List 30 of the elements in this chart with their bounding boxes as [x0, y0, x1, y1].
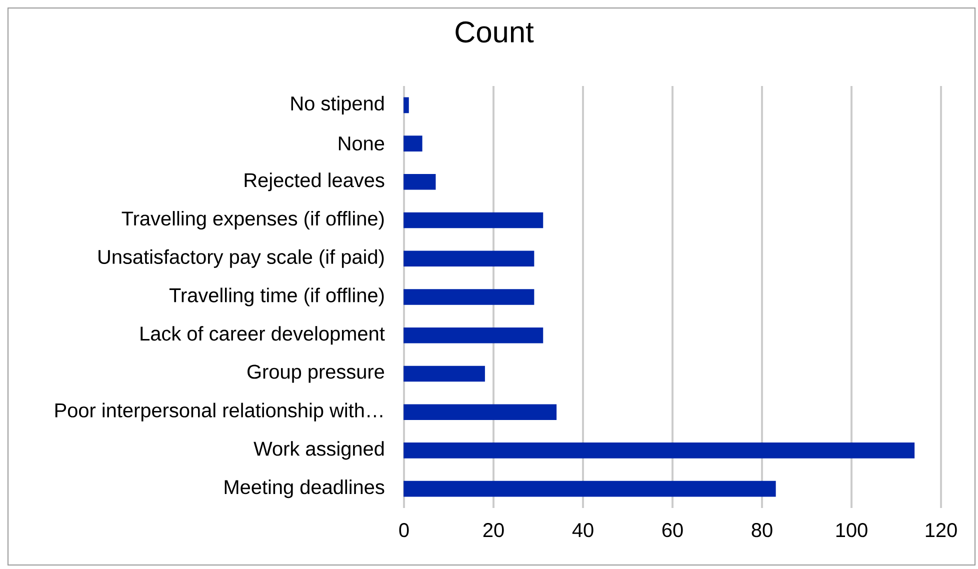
- y-tick-label: None: [338, 136, 384, 150]
- y-tick-label: Lack of career development: [140, 326, 385, 345]
- bar: [404, 480, 776, 497]
- bar: [404, 97, 409, 114]
- x-tick-label: 40: [572, 523, 594, 538]
- bar: [404, 442, 915, 458]
- x-tick-label: 100: [836, 523, 868, 538]
- y-tick-label: Group pressure: [248, 364, 384, 383]
- y-tick-label: Travelling expenses (if offline): [122, 210, 384, 230]
- y-tick-label: Poor interpersonal relationship with…: [55, 402, 382, 422]
- bar: [404, 366, 485, 382]
- bar: [404, 136, 422, 152]
- x-tick-label: 80: [752, 523, 772, 538]
- y-tick-label: Meeting deadlines: [224, 480, 384, 498]
- y-tick-label: No stipend: [291, 96, 384, 114]
- x-tick-label: 120: [926, 523, 957, 538]
- bar: [404, 250, 534, 267]
- y-tick-label: Work assigned: [254, 441, 384, 460]
- bar: [404, 289, 534, 305]
- bar: [404, 404, 557, 420]
- y-tick-label: Unsatisfactory pay scale (if paid): [98, 249, 384, 268]
- y-tick-label: Rejected leaves: [244, 172, 384, 192]
- bar: [404, 212, 544, 228]
- x-tick-label: 60: [662, 523, 683, 538]
- x-tick-label: 0: [399, 523, 409, 538]
- bar: [404, 174, 436, 190]
- chart-title: Count: [456, 21, 534, 43]
- y-tick-label: Travelling time (if offline): [169, 288, 384, 306]
- bar: [404, 327, 544, 344]
- x-tick-label: 20: [483, 523, 504, 538]
